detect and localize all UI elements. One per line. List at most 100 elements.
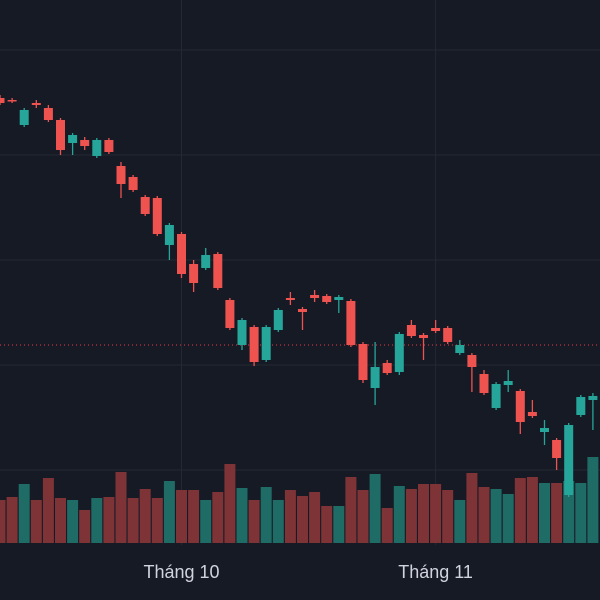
volume-bar — [297, 496, 308, 543]
candle-body — [346, 301, 356, 345]
volume-bar — [200, 500, 212, 543]
volume-bar — [6, 497, 18, 543]
volume-bar — [539, 483, 550, 543]
volume-bar — [393, 486, 405, 543]
volume-bar — [321, 506, 333, 543]
candle-body — [322, 296, 332, 302]
candle-body — [431, 328, 441, 331]
candle-body — [419, 335, 428, 338]
volume-bar — [127, 498, 139, 543]
volume-bar — [345, 477, 357, 543]
volume-bar — [454, 500, 466, 543]
volume-bar — [587, 457, 599, 543]
candle-body — [564, 425, 574, 495]
volume-bar — [103, 497, 115, 543]
volume-bar — [0, 500, 6, 543]
volume-bar — [284, 490, 296, 543]
candle-body — [310, 295, 320, 298]
volume-bar — [526, 477, 538, 543]
candle-body — [0, 98, 5, 103]
candle-body — [213, 254, 223, 288]
candle-body — [358, 344, 368, 380]
candle-body — [382, 363, 392, 373]
volume-bar — [67, 500, 79, 543]
volume-bar — [151, 498, 163, 543]
volume-bar — [248, 500, 260, 543]
candle-body — [576, 397, 586, 415]
x-tick-label: Tháng 11 — [398, 562, 473, 582]
volume-bar — [478, 487, 490, 543]
candle-body — [552, 440, 562, 458]
candle-body — [491, 384, 501, 408]
volume-bar — [212, 492, 224, 543]
volume-bar — [236, 488, 248, 543]
volume-bar — [260, 487, 272, 543]
volume-bar — [418, 484, 429, 543]
candle-body — [92, 140, 102, 156]
candle-body — [298, 309, 307, 312]
candle-body — [225, 300, 235, 328]
volume-bar — [357, 490, 369, 543]
volume-bar — [42, 478, 54, 543]
candle-body — [285, 298, 295, 300]
candle-body — [68, 135, 78, 143]
volume-bar — [442, 490, 454, 543]
candle-body — [370, 367, 380, 388]
candle-body — [80, 140, 90, 146]
candle-body — [201, 255, 211, 268]
volume-bar — [272, 500, 284, 543]
volume-bar — [466, 473, 478, 543]
volume-bar — [309, 492, 321, 543]
volume-bar — [139, 489, 151, 543]
candle-body — [273, 310, 283, 330]
candle-body — [394, 334, 404, 372]
volume-bar — [514, 478, 526, 543]
volume-bar — [369, 474, 381, 543]
candle-body — [515, 391, 525, 422]
volume-bar — [490, 489, 502, 543]
candle-body — [128, 177, 138, 190]
volume-bar — [55, 498, 66, 543]
volume-bar — [563, 481, 575, 543]
volume-bar — [333, 506, 345, 543]
volume-bar — [551, 483, 563, 543]
candle-body — [261, 327, 271, 360]
volume-bar — [381, 508, 393, 543]
candle-body — [152, 198, 162, 234]
volume-bar — [115, 472, 127, 543]
candle-body — [503, 381, 513, 385]
candle-body — [527, 412, 537, 416]
candle-body — [467, 355, 477, 367]
volume-bar — [575, 483, 587, 543]
volume-bar — [79, 510, 91, 543]
candle-body — [116, 166, 126, 184]
candle-body — [31, 103, 41, 105]
volume-bar — [30, 500, 42, 543]
volume-bar — [224, 464, 236, 543]
volume-bar — [18, 484, 30, 543]
candle-body — [443, 328, 453, 342]
candle-body — [7, 100, 17, 102]
volume-bar — [430, 484, 442, 543]
candle-body — [177, 234, 186, 274]
candle-body — [43, 108, 53, 120]
candle-body — [249, 327, 259, 362]
volume-bar — [91, 498, 103, 543]
candle-body — [334, 297, 344, 300]
candle-body — [479, 374, 489, 393]
candle-body — [104, 140, 114, 152]
candle-body — [189, 264, 199, 283]
x-tick-label: Tháng 10 — [143, 562, 219, 582]
candle-body — [140, 197, 150, 214]
candle-body — [540, 428, 549, 432]
volume-bar — [405, 489, 417, 543]
candle-body — [164, 225, 174, 245]
candle-body — [588, 396, 598, 400]
candle-body — [455, 345, 465, 353]
candle-body — [56, 120, 65, 150]
volume-bar — [176, 490, 187, 543]
candle-body — [19, 110, 29, 125]
candle-body — [237, 320, 247, 345]
candle-body — [406, 325, 416, 336]
